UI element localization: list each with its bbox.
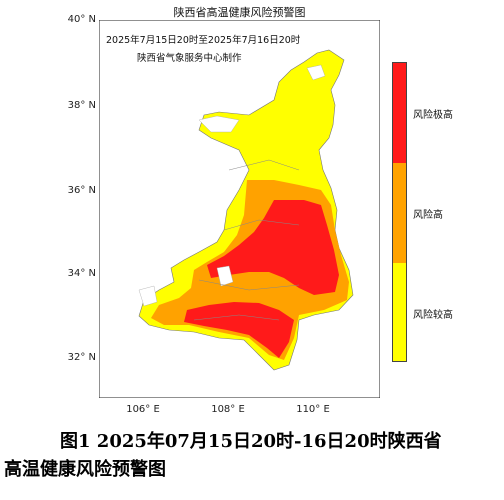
caption-line-2: 高温健康风险预警图: [4, 459, 166, 480]
legend-label-high: 风险高: [413, 210, 443, 221]
lat-label-32: 32° N: [67, 352, 96, 363]
legend-swatch-high: [393, 163, 406, 263]
lat-label-40: 40° N: [67, 14, 96, 25]
lon-label-108: 108° E: [211, 404, 245, 415]
legend-label-higher: 风险较高: [413, 310, 453, 321]
legend-swatch-extreme: [393, 63, 406, 163]
figure-caption: 图1 2025年07月15日20时-16日20时陕西省 高温健康风险预警图: [4, 428, 500, 484]
lon-label-106: 106° E: [126, 404, 160, 415]
risk-zone-extreme-north: [207, 200, 339, 295]
risk-map: [99, 20, 380, 398]
no-risk-north: [198, 115, 240, 133]
legend-label-extreme: 风险极高: [413, 110, 453, 121]
lat-label-38: 38° N: [67, 100, 96, 111]
legend-swatch-higher: [393, 263, 406, 361]
issuer-label: 陕西省气象服务中心制作: [137, 53, 242, 64]
risk-zone-extreme-south: [184, 302, 294, 358]
legend-color-bar: [392, 62, 407, 362]
forecast-time-range: 2025年7月15日20时至2025年7月16日20时: [106, 35, 301, 46]
lon-label-110: 110° E: [296, 404, 330, 415]
no-risk-northeast: [306, 64, 326, 81]
lat-label-34: 34° N: [67, 268, 96, 279]
lat-label-36: 36° N: [67, 185, 96, 196]
caption-line-1: 图1 2025年07月15日20时-16日20时陕西省: [60, 431, 442, 452]
no-risk-west: [138, 285, 158, 307]
no-risk-central: [216, 265, 234, 287]
map-title: 陕西省高温健康风险预警图: [173, 6, 306, 19]
